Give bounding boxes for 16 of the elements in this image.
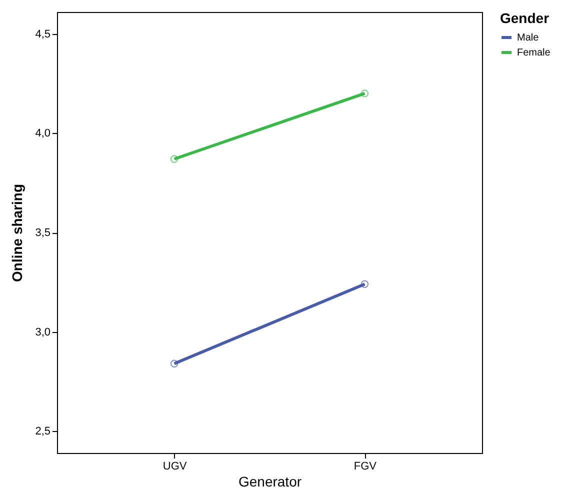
point (360, 280, 369, 288)
y-tick-label: 3,5 (35, 227, 50, 239)
legend-title: Gender (500, 10, 550, 26)
point (170, 155, 178, 163)
x-tick-label: UGV (162, 460, 188, 472)
y-axis-title: Online sharing (9, 184, 26, 282)
y-tick-label: 4,0 (35, 128, 50, 140)
point (360, 90, 369, 98)
legend-label: Female (517, 48, 551, 58)
y-tick-label: 4,5 (35, 28, 50, 40)
x-axis-title: Generator (238, 474, 302, 490)
point (170, 360, 178, 368)
y-tick-label: 3,0 (35, 326, 50, 338)
y-tick-label: 2,5 (35, 426, 50, 438)
legend-label: Male (517, 32, 540, 44)
x-tick-label: FGV (354, 460, 378, 472)
